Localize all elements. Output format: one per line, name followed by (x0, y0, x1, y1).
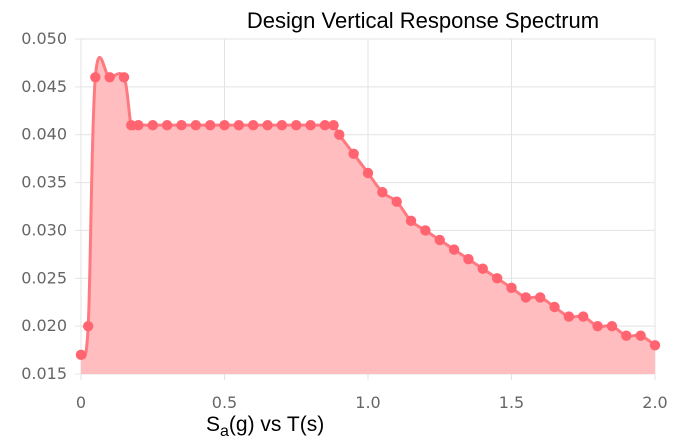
data-point (291, 119, 302, 131)
data-point (649, 340, 661, 351)
data-point (176, 119, 187, 131)
data-point (563, 311, 575, 322)
data-point (334, 129, 345, 140)
data-point (75, 349, 87, 361)
data-point (262, 119, 273, 131)
data-point (592, 320, 603, 332)
data-point (405, 215, 417, 227)
data-point (520, 292, 532, 303)
data-point (606, 320, 618, 332)
x-axis-label-main: S (206, 413, 220, 436)
y-axis-ticks: 0.015 0.020 0.025 0.030 0.035 0.040 0.045 0.050 (21, 29, 67, 383)
y-tick-label: 0.030 (21, 220, 67, 239)
data-point (161, 119, 173, 131)
data-point (420, 225, 431, 236)
data-point (434, 234, 445, 246)
x-tick-label: 2.0 (642, 393, 667, 412)
data-point (126, 119, 137, 131)
data-point (477, 263, 488, 274)
data-point (328, 119, 339, 131)
data-point (491, 273, 503, 284)
data-point (133, 119, 144, 131)
data-point (90, 72, 101, 83)
data-point (348, 148, 359, 160)
y-tick-label: 0.045 (21, 77, 67, 96)
x-axis-ticks: 0 0.5 1.0 1.5 2.0 (76, 393, 668, 412)
data-point (549, 301, 560, 313)
chart-title: Design Vertical Response Spectrum (247, 8, 599, 33)
data-point (305, 119, 316, 131)
data-point (621, 330, 632, 341)
data-point (391, 196, 402, 207)
data-point (377, 186, 388, 198)
data-point (82, 320, 94, 332)
data-point (463, 253, 474, 265)
y-tick-label: 0.040 (21, 125, 67, 144)
x-axis-label: Sa(g) vs T(s) (206, 413, 324, 436)
data-point (233, 119, 245, 131)
data-point (635, 330, 646, 341)
series-area-fill (81, 57, 655, 374)
data-point (248, 119, 259, 131)
y-tick-label: 0.020 (21, 316, 67, 335)
x-axis-label-subscript: a (220, 423, 229, 436)
data-point (204, 119, 216, 131)
data-point (219, 119, 230, 131)
data-point (506, 282, 517, 294)
data-point (104, 72, 115, 83)
x-tick-label: 1.5 (499, 393, 524, 412)
data-point (147, 119, 158, 131)
y-tick-label: 0.025 (21, 268, 67, 287)
data-point (118, 72, 130, 83)
data-point (535, 292, 546, 303)
data-points (75, 72, 661, 361)
data-point (276, 119, 288, 131)
x-tick-label: 0.5 (212, 393, 237, 412)
x-tick-label: 1.0 (355, 393, 380, 412)
data-point (578, 311, 589, 322)
y-tick-label: 0.015 (21, 364, 67, 383)
data-point (190, 119, 201, 131)
data-point (319, 119, 331, 131)
data-point (362, 167, 374, 179)
y-tick-label: 0.035 (21, 173, 67, 192)
y-tick-label: 0.050 (21, 29, 67, 48)
x-axis-label-rest: (g) vs T(s) (229, 413, 324, 436)
x-tick-label: 0 (76, 393, 86, 412)
data-point (448, 244, 460, 255)
